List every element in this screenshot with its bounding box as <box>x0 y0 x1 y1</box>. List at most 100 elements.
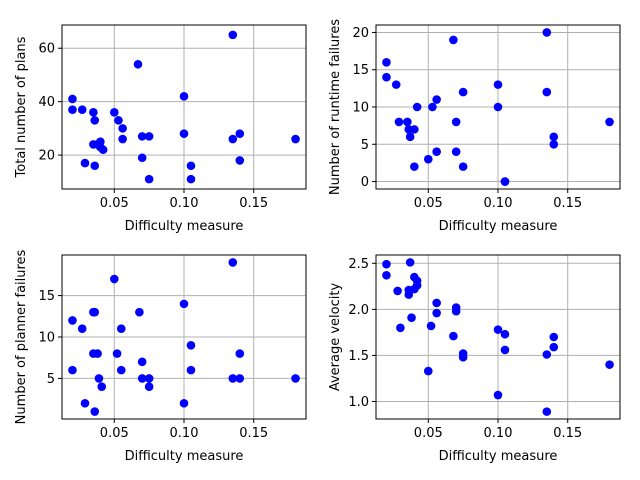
y-tick-label: 10 <box>352 101 369 116</box>
data-point <box>396 323 405 333</box>
data-point <box>412 102 422 112</box>
data-point <box>133 59 143 69</box>
data-point <box>235 129 245 139</box>
data-point <box>135 307 144 317</box>
data-point <box>179 299 189 309</box>
chart-runtime-failures: 0.05 0.10 0.15 0 5 10 15 20 Difficulty measure Nu… <box>328 19 621 234</box>
data-point <box>493 80 503 89</box>
data-point <box>112 349 122 358</box>
data-point <box>90 307 100 317</box>
data-point <box>493 325 503 334</box>
data-point <box>549 139 559 149</box>
data-point <box>186 161 196 171</box>
data-point <box>109 108 119 117</box>
data-point <box>137 357 147 367</box>
y-tick-label: 10 <box>38 331 55 346</box>
data-point <box>405 258 415 267</box>
data-point <box>403 117 412 127</box>
data-point <box>77 324 87 334</box>
data-point <box>500 329 510 339</box>
data-point <box>405 132 415 142</box>
data-point <box>228 374 238 383</box>
data-point <box>394 117 404 127</box>
data-point <box>605 360 614 369</box>
data-point <box>144 174 154 184</box>
x-tick-label: 0.10 <box>484 426 513 441</box>
x-tick-label: 0.15 <box>239 196 268 211</box>
data-point <box>542 28 552 37</box>
y-tick-label: 5 <box>47 372 55 387</box>
data-point <box>412 281 422 290</box>
y-axis-title: Total number of plans <box>14 36 29 178</box>
data-point <box>186 174 196 184</box>
data-point <box>423 366 433 376</box>
data-point <box>449 35 458 45</box>
data-point <box>432 298 441 308</box>
y-tick-label: 60 <box>38 42 55 57</box>
y-tick-label: 2.5 <box>348 257 369 272</box>
y-axis-title: Average velocity <box>328 283 343 392</box>
y-tick-label: 15 <box>38 289 55 304</box>
chart-velocity: 0.05 0.10 0.15 1.0 1.5 2.0 2.5 Difficulty measu… <box>328 254 621 464</box>
data-point <box>90 407 100 416</box>
data-point <box>549 132 559 142</box>
x-tick-label: 0.05 <box>100 426 129 441</box>
y-tick-label: 1.0 <box>348 395 369 410</box>
data-point <box>116 324 126 334</box>
data-point <box>451 306 461 316</box>
data-point <box>542 407 552 416</box>
data-point <box>144 374 154 383</box>
data-point <box>109 274 119 284</box>
data-point <box>80 158 90 168</box>
x-tick-label: 0.15 <box>239 426 268 441</box>
data-point <box>77 105 87 114</box>
data-point <box>500 345 510 355</box>
x-tick-label: 0.05 <box>414 196 443 211</box>
data-point <box>137 153 147 163</box>
x-axis-title: Difficulty measure <box>125 449 244 464</box>
data-point <box>451 147 461 157</box>
data-point <box>410 125 419 134</box>
data-point <box>423 154 433 164</box>
data-point <box>179 129 189 139</box>
data-point <box>449 331 458 341</box>
data-point <box>144 132 154 141</box>
x-axis-title: Difficulty measure <box>439 219 558 234</box>
data-point <box>137 132 147 141</box>
data-point <box>228 258 238 267</box>
data-point <box>393 286 402 296</box>
data-point <box>407 313 416 322</box>
data-point <box>144 382 154 391</box>
data-point <box>432 147 441 157</box>
data-point <box>428 102 437 112</box>
data-point <box>542 87 552 97</box>
data-point <box>118 124 127 133</box>
data-point <box>542 350 552 359</box>
data-point <box>116 365 126 375</box>
y-axis-title: Number of planner failures <box>14 249 29 424</box>
y-tick-label: 5 <box>361 138 369 153</box>
data-point <box>94 374 104 383</box>
data-point <box>605 117 614 127</box>
data-point <box>179 398 189 408</box>
x-tick-label: 0.10 <box>484 196 513 211</box>
data-point <box>432 95 441 104</box>
y-tick-label: 15 <box>352 63 369 78</box>
y-axis-title: Number of runtime failures <box>328 19 343 195</box>
data-point <box>68 105 77 114</box>
chart-plans: 0.05 0.10 0.15 20 40 60 Difficulty measure Tota… <box>14 24 307 234</box>
data-point <box>404 290 414 299</box>
y-tick-label: 20 <box>38 149 55 164</box>
y-tick-label: 1.5 <box>348 349 369 364</box>
x-axis-title: Difficulty measure <box>439 449 558 464</box>
data-point <box>137 374 147 383</box>
data-point <box>391 80 401 89</box>
x-tick-label: 0.05 <box>414 426 443 441</box>
data-point <box>549 342 559 352</box>
data-point <box>114 116 123 125</box>
data-point <box>90 161 100 171</box>
data-point <box>97 382 107 391</box>
data-point <box>235 374 245 383</box>
x-tick-label: 0.10 <box>170 196 199 211</box>
data-point <box>228 30 238 40</box>
